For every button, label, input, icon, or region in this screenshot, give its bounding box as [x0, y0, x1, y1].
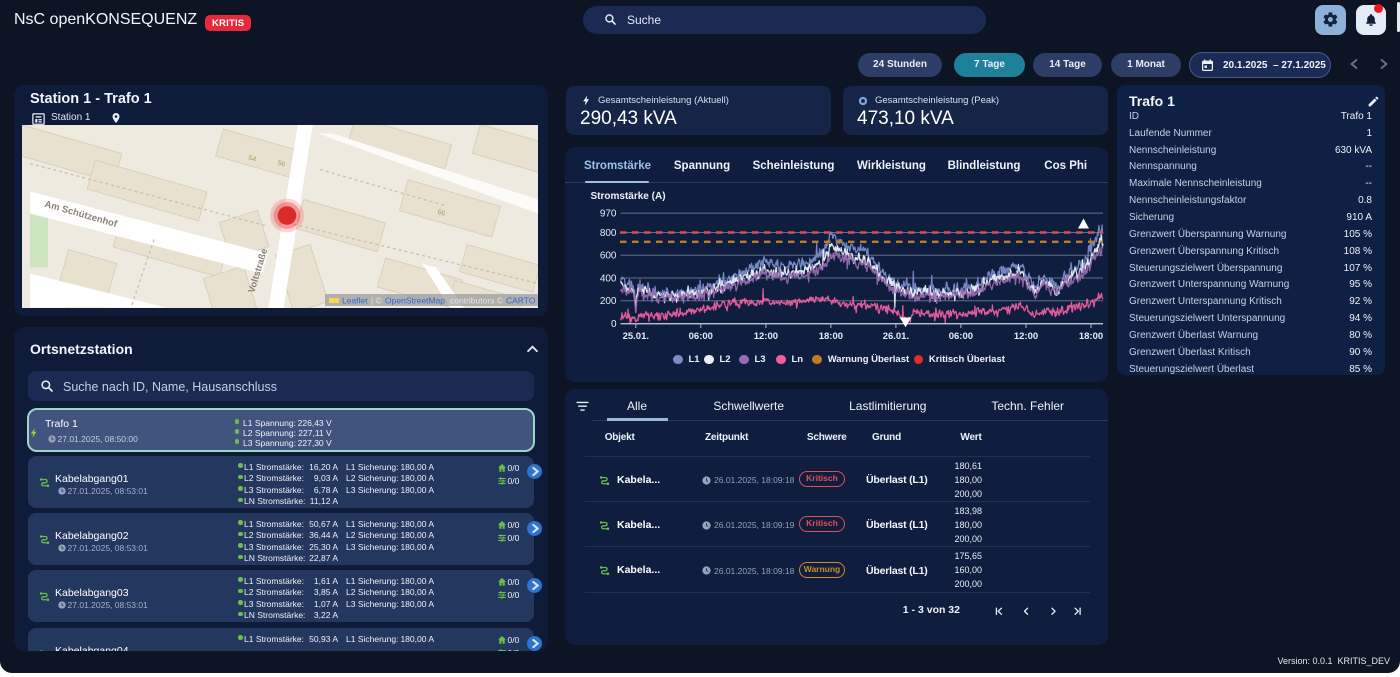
svg-text:25.01.: 25.01.	[623, 331, 649, 342]
svg-text:26.01.: 26.01.	[883, 331, 909, 342]
svg-text:18:00: 18:00	[819, 331, 843, 342]
svg-text:400: 400	[600, 274, 617, 285]
svg-text:OpenStreetMap: OpenStreetMap	[385, 295, 445, 305]
svg-text:0: 0	[611, 319, 617, 330]
svg-text:| ©: | ©	[371, 295, 383, 305]
svg-text:66: 66	[436, 208, 446, 217]
svg-text:56: 56	[276, 159, 286, 168]
svg-text:200: 200	[600, 296, 617, 307]
svg-text:Leaflet: Leaflet	[342, 295, 368, 305]
svg-text:contributors ©: contributors ©	[450, 295, 504, 305]
svg-text:800: 800	[600, 228, 617, 239]
svg-text:18:00: 18:00	[1079, 331, 1103, 342]
svg-text:970: 970	[600, 209, 617, 220]
svg-text:06:00: 06:00	[949, 331, 973, 342]
svg-text:12:00: 12:00	[1014, 331, 1038, 342]
svg-text:600: 600	[600, 251, 617, 262]
svg-text:06:00: 06:00	[689, 331, 713, 342]
svg-text:54: 54	[247, 154, 257, 163]
svg-text:12:00: 12:00	[754, 331, 778, 342]
svg-text:CARTO: CARTO	[506, 295, 536, 305]
